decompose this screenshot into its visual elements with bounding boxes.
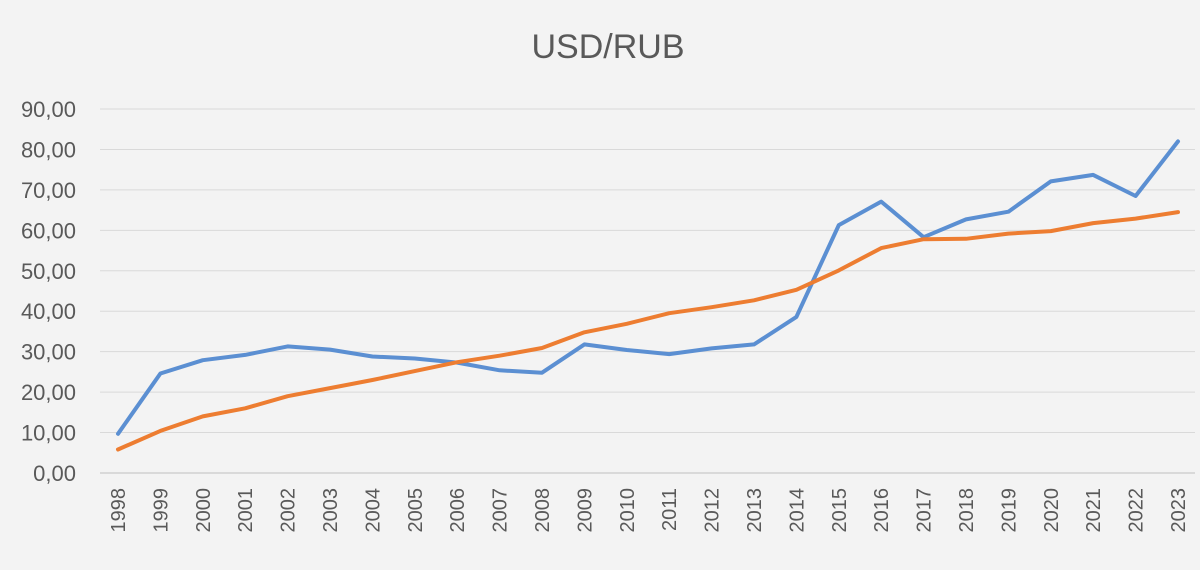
x-tick-label: 2013 bbox=[744, 488, 766, 533]
y-tick-label: 90,00 bbox=[21, 97, 76, 122]
y-tick-label: 20,00 bbox=[21, 380, 76, 405]
x-tick-label: 2011 bbox=[659, 488, 681, 531]
x-tick-label: 1999 bbox=[150, 488, 172, 533]
x-tick-label: 2002 bbox=[278, 488, 300, 533]
y-tick-label: 30,00 bbox=[21, 340, 76, 365]
x-tick-label: 2000 bbox=[193, 488, 215, 533]
x-tick-label: 2009 bbox=[574, 488, 596, 533]
x-tick-label: 2001 bbox=[235, 488, 257, 533]
x-tick-label: 2017 bbox=[914, 488, 936, 533]
x-tick-label: 2019 bbox=[998, 488, 1020, 533]
x-tick-label: 2021 bbox=[1083, 488, 1105, 533]
x-tick-label: 2012 bbox=[702, 488, 724, 533]
x-tick-label: 2018 bbox=[956, 488, 978, 533]
x-tick-label: 2007 bbox=[490, 488, 512, 533]
x-tick-label: 2003 bbox=[320, 488, 342, 533]
series-lines bbox=[116, 139, 1180, 452]
x-tick-label: 2004 bbox=[362, 488, 384, 533]
x-tick-label: 2010 bbox=[617, 488, 639, 533]
y-tick-label: 50,00 bbox=[21, 259, 76, 284]
x-tick-label: 2023 bbox=[1168, 488, 1190, 533]
series-line-blue bbox=[116, 139, 1180, 436]
x-axis-ticks: 1998 1999 2000 2001 2002 2003 2004 2005 2006 2007… bbox=[108, 488, 1190, 533]
x-tick-label: 2005 bbox=[405, 488, 427, 533]
y-tick-label: 0,00 bbox=[33, 461, 76, 486]
y-tick-label: 10,00 bbox=[21, 421, 76, 446]
x-tick-label: 2022 bbox=[1126, 488, 1148, 533]
x-tick-label: 2015 bbox=[829, 488, 851, 533]
y-tick-label: 40,00 bbox=[21, 299, 76, 324]
y-tick-label: 80,00 bbox=[21, 137, 76, 162]
x-tick-label: 1998 bbox=[108, 488, 130, 533]
y-tick-label: 70,00 bbox=[21, 178, 76, 203]
series-line-orange bbox=[116, 210, 1180, 452]
x-tick-label: 2014 bbox=[786, 488, 808, 533]
gridlines bbox=[100, 108, 1195, 474]
y-axis-ticks: 0,00 10,00 20,00 30,00 40,00 50,00 60,00 70,00 8… bbox=[21, 97, 76, 486]
x-tick-label: 2020 bbox=[1041, 488, 1063, 533]
x-tick-label: 2006 bbox=[447, 488, 469, 533]
y-tick-label: 60,00 bbox=[21, 218, 76, 243]
x-tick-label: 2008 bbox=[532, 488, 554, 533]
x-tick-label: 2016 bbox=[871, 488, 893, 533]
chart-title: USD/RUB bbox=[531, 28, 684, 66]
